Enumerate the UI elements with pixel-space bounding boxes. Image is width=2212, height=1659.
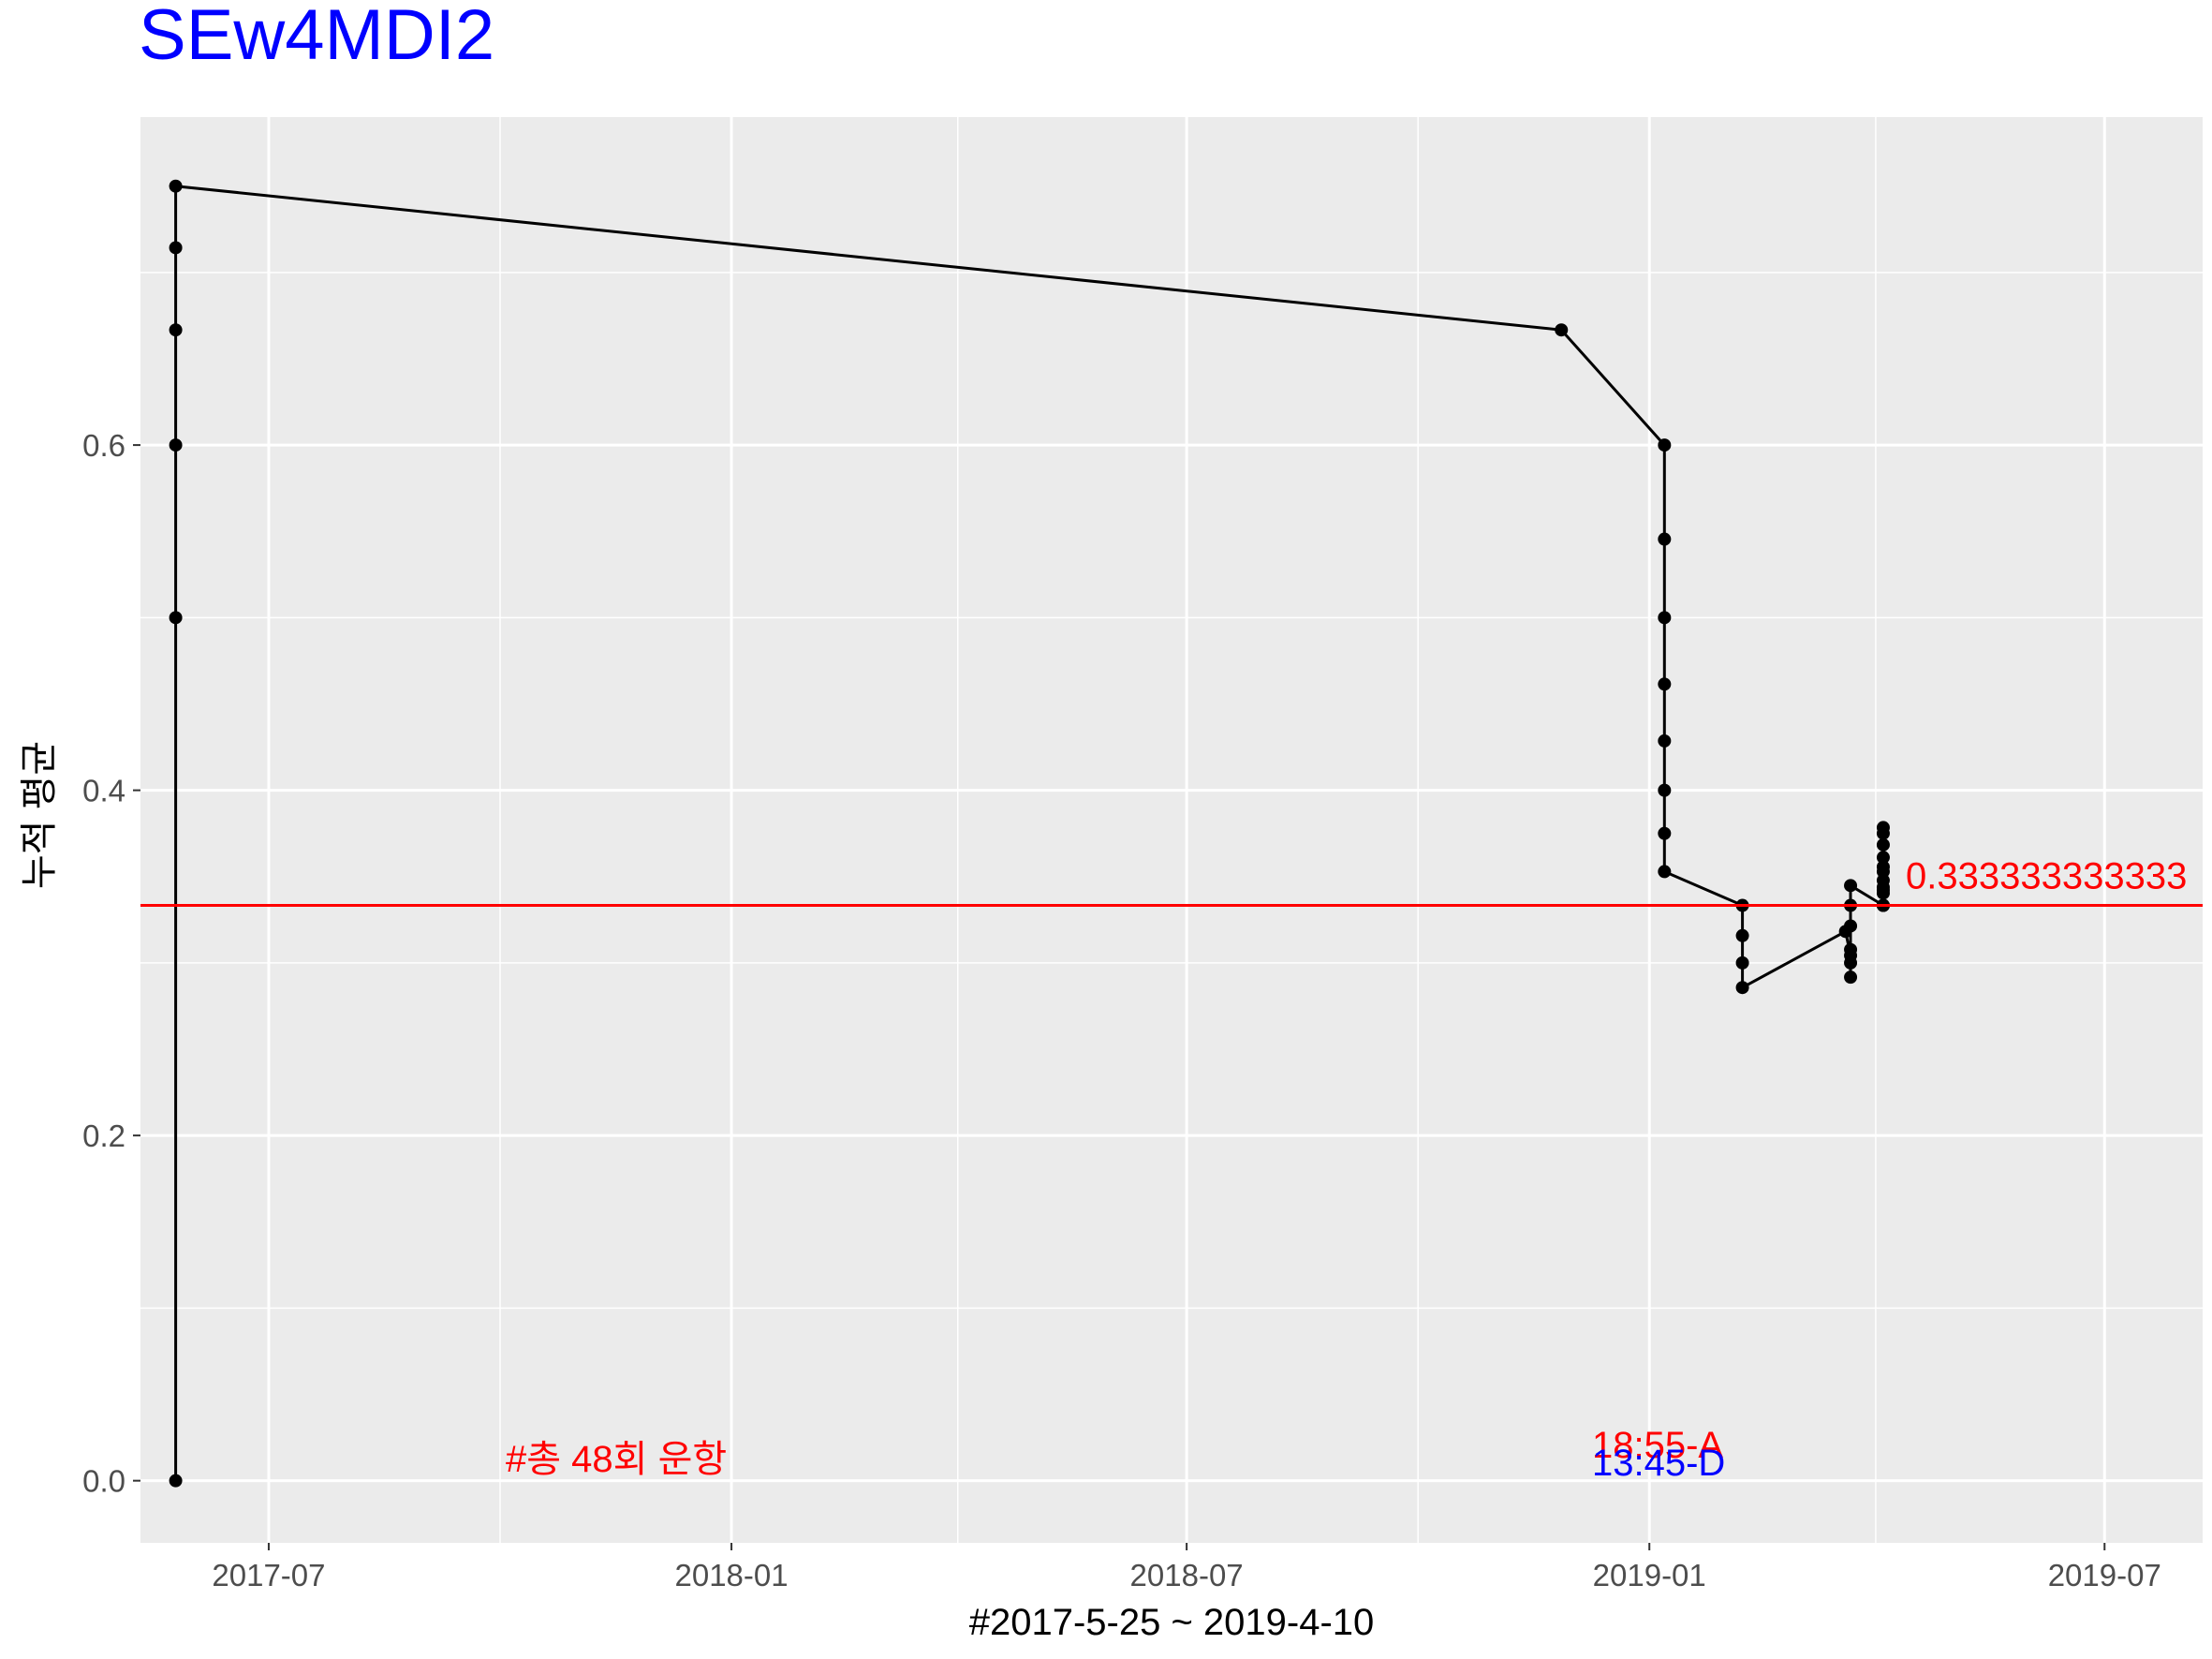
data-point bbox=[1844, 879, 1858, 893]
annotation-label: 18:55-A bbox=[1592, 1425, 1723, 1466]
data-point bbox=[169, 611, 183, 625]
annotation-label: #총 48회 운항 bbox=[506, 1439, 727, 1480]
annotation-label: 13:45-D bbox=[1592, 1443, 1725, 1484]
data-point bbox=[1844, 955, 1858, 970]
y-axis-ticks: 0.0 0.2 0.4 0.6 bbox=[82, 428, 140, 1499]
reference-line-group: 0.333333333333 bbox=[140, 855, 2203, 907]
mean-reference-label: 0.333333333333 bbox=[1906, 855, 2187, 896]
data-point bbox=[1658, 611, 1672, 625]
data-point bbox=[169, 241, 183, 255]
major-gridlines bbox=[140, 117, 2203, 1543]
annotation-group: #총 48회 운항 18:55-A13:45-D bbox=[506, 1425, 1725, 1484]
data-point bbox=[1735, 928, 1749, 942]
data-point bbox=[169, 179, 183, 193]
data-point bbox=[169, 323, 183, 337]
data-point bbox=[1735, 981, 1749, 995]
data-point bbox=[1555, 323, 1569, 337]
data-point bbox=[1735, 955, 1749, 970]
data-point bbox=[1658, 826, 1672, 840]
data-point bbox=[1876, 837, 1890, 852]
data-point bbox=[1658, 677, 1672, 691]
x-tick-label: 2017-07 bbox=[212, 1558, 325, 1592]
data-point bbox=[1658, 865, 1672, 879]
x-axis-title: #2017-5-25 ~ 2019-4-10 bbox=[969, 1602, 1375, 1643]
data-point bbox=[1876, 821, 1890, 835]
data-point bbox=[169, 1474, 183, 1488]
x-tick-label: 2019-01 bbox=[1593, 1558, 1706, 1592]
data-point bbox=[1876, 886, 1890, 900]
data-point bbox=[1658, 438, 1672, 452]
y-tick-label: 0.0 bbox=[82, 1464, 125, 1499]
x-tick-label: 2018-01 bbox=[675, 1558, 789, 1592]
data-point bbox=[1658, 733, 1672, 748]
data-point bbox=[169, 438, 183, 452]
data-point bbox=[1844, 970, 1858, 985]
data-point bbox=[1658, 532, 1672, 546]
data-point bbox=[1876, 860, 1890, 874]
data-point bbox=[1876, 851, 1890, 865]
data-point bbox=[1844, 942, 1858, 956]
y-tick-label: 0.2 bbox=[82, 1118, 125, 1153]
minor-gridlines bbox=[140, 117, 2203, 1543]
y-tick-label: 0.4 bbox=[82, 774, 125, 808]
x-tick-label: 2019-07 bbox=[2048, 1558, 2161, 1592]
x-tick-label: 2018-07 bbox=[1130, 1558, 1244, 1592]
data-point bbox=[1876, 873, 1890, 887]
y-axis-title: 누적 평균 bbox=[19, 741, 60, 889]
chart-title: SEw4MDI2 bbox=[139, 0, 495, 75]
plot-panel bbox=[140, 117, 2203, 1543]
x-axis-ticks: 2017-07 2018-01 2018-07 2019-01 2019-07 bbox=[212, 1543, 2161, 1592]
data-point bbox=[1658, 783, 1672, 797]
series-points-group bbox=[169, 179, 1890, 1488]
y-tick-label: 0.6 bbox=[82, 428, 125, 463]
data-point bbox=[1844, 919, 1858, 933]
